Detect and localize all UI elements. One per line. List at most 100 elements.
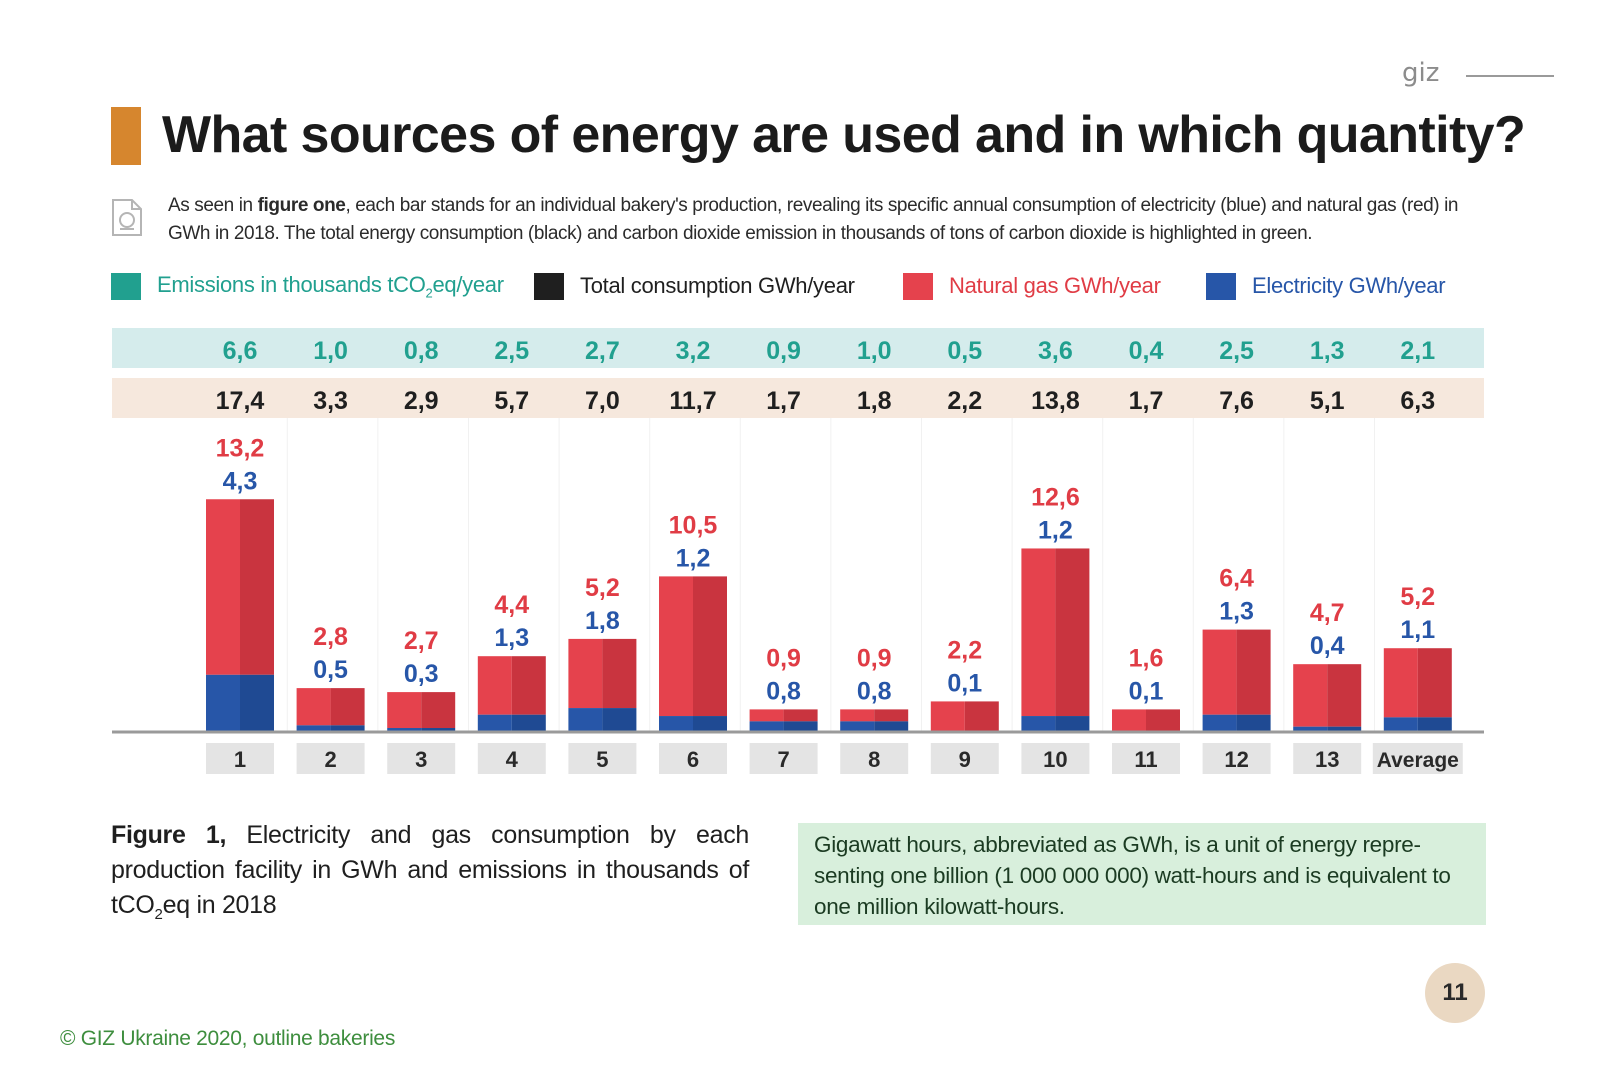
category-box bbox=[1293, 743, 1362, 774]
electricity-bar-shade bbox=[240, 674, 274, 732]
total-value: 17,4 bbox=[216, 387, 265, 415]
category-label: 9 bbox=[959, 747, 971, 772]
electricity-value-label: 0,3 bbox=[404, 660, 439, 688]
figure-caption-bold: Figure 1, bbox=[111, 821, 227, 849]
gas-bar-shade bbox=[783, 709, 818, 722]
intro-text-bold: figure one bbox=[257, 195, 346, 216]
page-title: What sources of energy are used and in w… bbox=[162, 106, 1526, 164]
category-label: 5 bbox=[596, 747, 608, 772]
gas-bar bbox=[1112, 709, 1146, 731]
total-value: 7,6 bbox=[1219, 387, 1254, 415]
legend-label-gas: Natural gas GWh/year bbox=[949, 273, 1161, 298]
total-band bbox=[112, 378, 1484, 418]
emissions-value: 1,0 bbox=[857, 337, 892, 365]
legend-swatch-electricity bbox=[1206, 272, 1236, 300]
total-value: 2,2 bbox=[947, 387, 982, 415]
electricity-bar bbox=[1293, 726, 1328, 732]
electricity-bar bbox=[1021, 716, 1056, 732]
total-value: 5,7 bbox=[494, 387, 529, 415]
intro-text: As seen in figure one, each bar stands f… bbox=[168, 192, 1488, 248]
category-box bbox=[930, 743, 999, 774]
category-label: 11 bbox=[1134, 747, 1157, 772]
gas-value-label: 4,7 bbox=[1310, 599, 1345, 627]
gas-bar bbox=[659, 576, 693, 717]
category-label: 6 bbox=[687, 747, 699, 772]
electricity-bar-shade bbox=[1327, 726, 1362, 732]
gas-value-label: 1,6 bbox=[1129, 644, 1164, 672]
emissions-value: 2,7 bbox=[585, 337, 620, 365]
gas-bar-shade bbox=[1146, 709, 1180, 731]
gas-bar bbox=[477, 656, 512, 715]
emissions-band bbox=[112, 328, 1484, 368]
electricity-bar bbox=[477, 714, 512, 732]
gas-value-label: 0,9 bbox=[766, 644, 801, 672]
gas-bar-shade bbox=[693, 576, 727, 717]
gas-bar-shade bbox=[240, 499, 274, 675]
category-box bbox=[749, 743, 818, 774]
electricity-bar bbox=[1202, 714, 1237, 732]
gas-bar-shade bbox=[602, 638, 637, 709]
emissions-value: 3,2 bbox=[676, 337, 711, 365]
document-icon bbox=[112, 199, 142, 236]
electricity-value-label: 1,3 bbox=[494, 624, 529, 652]
figure-caption: Figure 1, Electricity and gas consumptio… bbox=[111, 818, 749, 932]
gas-value-label: 10,5 bbox=[669, 511, 718, 539]
category-box bbox=[1112, 743, 1180, 774]
emissions-value: 0,4 bbox=[1129, 337, 1164, 365]
gas-bar-shade bbox=[421, 692, 456, 729]
total-value: 11,7 bbox=[669, 387, 716, 415]
gas-bar-shade bbox=[511, 656, 546, 715]
electricity-bar-shade bbox=[874, 721, 909, 732]
figure-caption-tail: eq in 2018 bbox=[162, 891, 277, 919]
gas-bar bbox=[206, 499, 240, 675]
gas-bar bbox=[1383, 648, 1418, 718]
category-label: 12 bbox=[1224, 747, 1248, 772]
intro-text-part1: As seen in bbox=[168, 195, 258, 216]
electricity-value-label: 1,1 bbox=[1400, 616, 1435, 644]
emissions-value: 6,6 bbox=[223, 337, 258, 365]
total-value: 6,3 bbox=[1400, 387, 1435, 415]
gas-bar-shade bbox=[964, 701, 999, 731]
total-value: 13,8 bbox=[1031, 387, 1080, 415]
category-label: 2 bbox=[324, 747, 336, 772]
category-label: 10 bbox=[1043, 747, 1067, 772]
figure-caption-text: Electricity and gas consumption by each … bbox=[111, 821, 749, 919]
electricity-bar bbox=[568, 708, 603, 732]
electricity-value-label: 0,4 bbox=[1310, 632, 1345, 660]
category-box bbox=[659, 743, 727, 774]
electricity-bar-shade bbox=[421, 728, 456, 732]
emissions-value: 0,5 bbox=[947, 337, 982, 365]
intro-text-part2: , each bar stands for an individual bake… bbox=[168, 195, 1459, 244]
gas-value-label: 2,7 bbox=[404, 627, 439, 655]
category-box bbox=[477, 743, 546, 774]
electricity-value-label: 0,1 bbox=[1129, 677, 1164, 705]
gas-bar bbox=[1202, 629, 1237, 715]
legend-swatch-total bbox=[534, 272, 564, 300]
electricity-bar-shade bbox=[1055, 716, 1090, 732]
brand-divider bbox=[1466, 75, 1554, 77]
electricity-value-label: 1,2 bbox=[676, 544, 711, 572]
total-value: 1,7 bbox=[766, 387, 801, 415]
gas-value-label: 2,2 bbox=[947, 636, 982, 664]
total-value: 2,9 bbox=[404, 387, 439, 415]
category-label: 4 bbox=[506, 747, 519, 772]
figure-caption-sub: 2 bbox=[154, 906, 163, 923]
category-label: 7 bbox=[777, 747, 789, 772]
category-box bbox=[387, 743, 456, 774]
gas-bar bbox=[1021, 548, 1056, 717]
emissions-value: 0,8 bbox=[404, 337, 439, 365]
electricity-bar-shade bbox=[783, 721, 818, 732]
gas-bar-shade bbox=[874, 709, 909, 722]
gas-value-label: 2,8 bbox=[313, 623, 348, 651]
total-value: 1,7 bbox=[1129, 387, 1164, 415]
electricity-bar-shade bbox=[1417, 717, 1452, 732]
legend-emissions: Emissions in thousands tCO2eq/year bbox=[111, 270, 504, 302]
emissions-value: 2,1 bbox=[1400, 337, 1435, 365]
gas-bar bbox=[1293, 664, 1328, 727]
category-label: 3 bbox=[415, 747, 427, 772]
legend-label-emissions-sub: 2 bbox=[425, 285, 433, 301]
emissions-value: 2,5 bbox=[494, 337, 529, 365]
legend-electricity: Electricity GWh/year bbox=[1206, 270, 1446, 302]
title-accent-bar bbox=[111, 107, 141, 165]
